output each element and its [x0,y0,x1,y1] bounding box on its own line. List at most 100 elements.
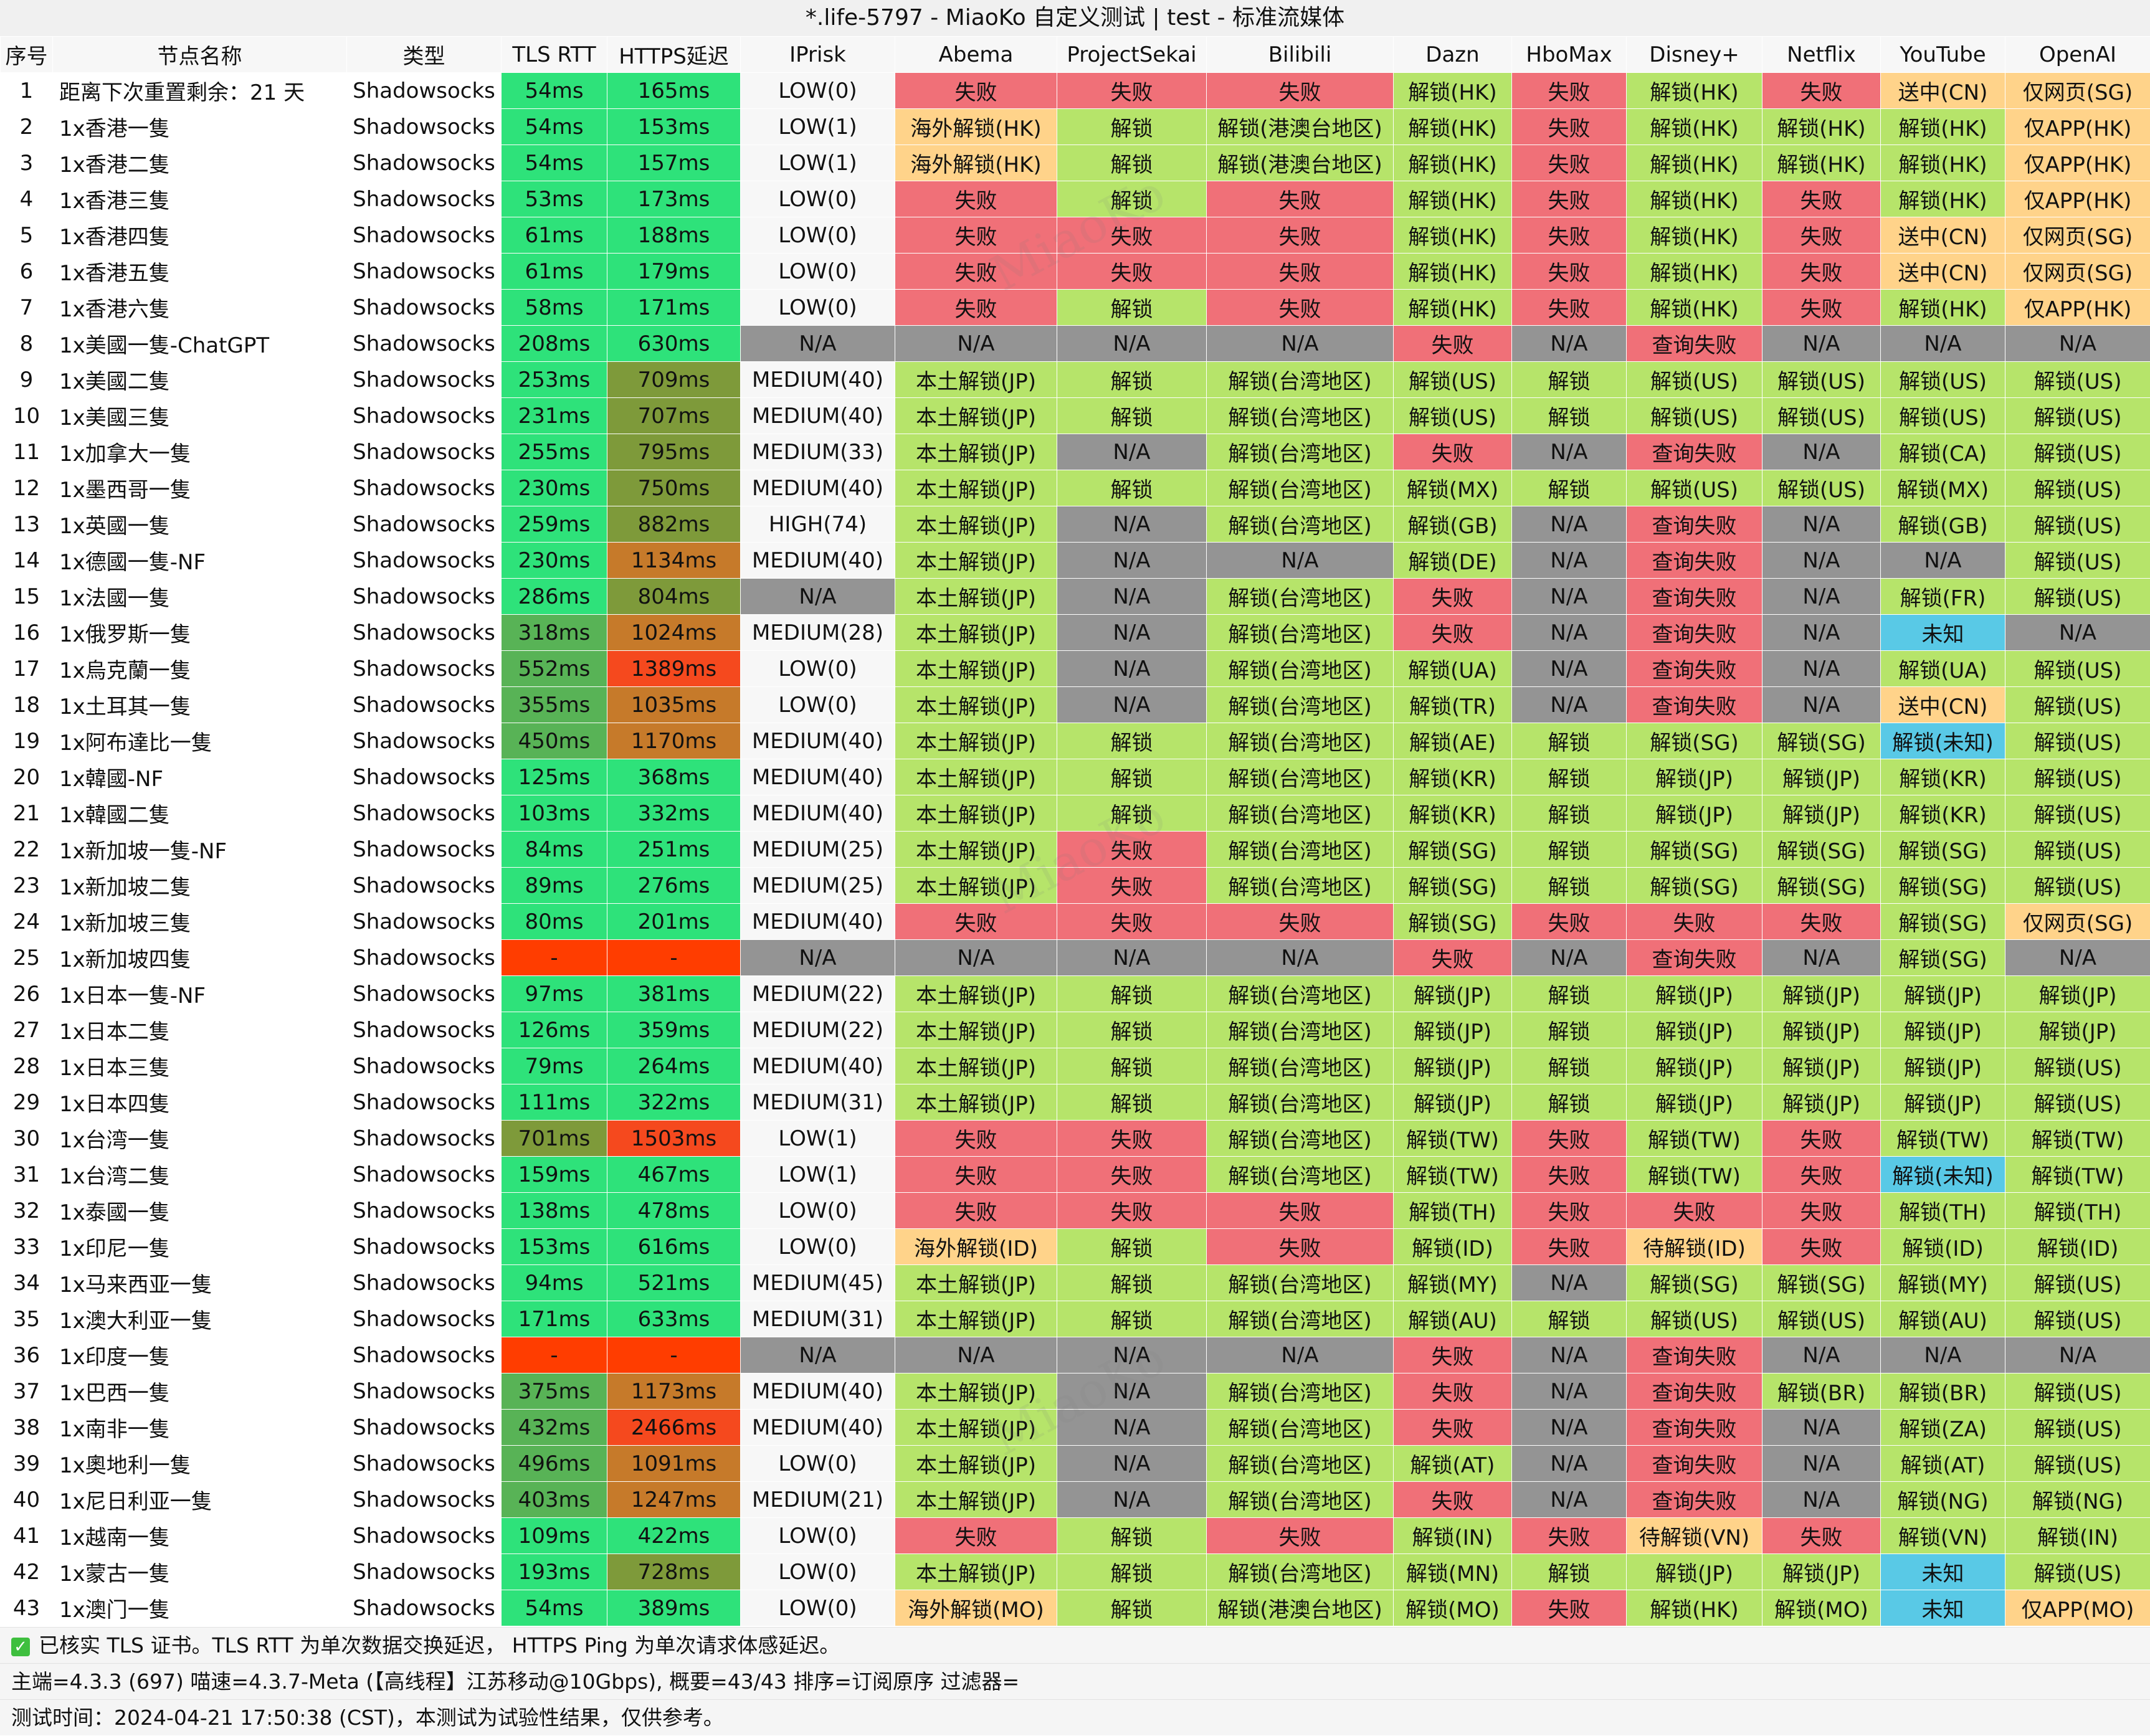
table-cell: 海外解锁(MO) [895,1590,1057,1626]
table-cell: 解锁(AU) [1881,1301,2005,1337]
table-cell: LOW(0) [741,1229,895,1265]
column-header[interactable]: Abema [895,37,1057,73]
table-cell: 本土解锁(JP) [895,1265,1057,1301]
table-cell: 失败 [1207,1518,1394,1554]
table-cell: 解锁(JP) [1762,795,1881,832]
table-cell: N/A [741,579,895,615]
table-cell: 失败 [1762,254,1881,290]
table-cell: 1x台湾一隻 [53,1121,347,1157]
table-cell: 286ms [502,579,607,615]
table-cell: Shadowsocks [347,940,502,976]
table-cell: 1x英國一隻 [53,506,347,543]
table-cell: N/A [1762,506,1881,543]
column-header[interactable]: IPrisk [741,37,895,73]
table-cell: 解锁(SG) [1762,723,1881,759]
table-cell: 解锁(US) [1762,1301,1881,1337]
column-header[interactable]: OpenAI [2005,37,2150,73]
table-cell: 解锁(US) [2005,795,2150,832]
column-header[interactable]: Disney+ [1627,37,1762,73]
column-header[interactable]: HboMax [1512,37,1627,73]
table-cell: 630ms [607,326,741,362]
table-cell: 解锁(US) [1762,398,1881,434]
table-cell: 3 [1,145,53,181]
table-cell: 失败 [1512,1157,1627,1193]
column-header[interactable]: Dazn [1394,37,1512,73]
column-header[interactable]: ProjectSekai [1057,37,1207,73]
table-cell: 解锁(KR) [1881,795,2005,832]
column-header[interactable]: YouTube [1881,37,2005,73]
column-header[interactable]: HTTPS延迟 [607,37,741,73]
column-header[interactable]: 节点名称 [53,37,347,73]
table-cell: 8 [1,326,53,362]
table-cell: LOW(1) [741,145,895,181]
column-header[interactable]: 类型 [347,37,502,73]
table-cell: N/A [1057,1482,1207,1518]
column-header[interactable]: Bilibili [1207,37,1394,73]
table-cell: MEDIUM(31) [741,1301,895,1337]
table-cell: 264ms [607,1048,741,1084]
table-cell: 43 [1,1590,53,1626]
table-cell: 450ms [502,723,607,759]
table-cell: 1x日本三隻 [53,1048,347,1084]
table-cell: 解锁(SG) [1394,904,1512,940]
table-cell: 解锁(港澳台地区) [1207,109,1394,145]
table-cell: 1x新加坡一隻-NF [53,832,347,868]
table-cell: 1x台湾二隻 [53,1157,347,1193]
table-cell: N/A [1762,651,1881,687]
table-cell: 253ms [502,362,607,398]
column-header[interactable]: 序号 [1,37,53,73]
table-cell: 解锁(US) [2005,868,2150,904]
table-cell: 201ms [607,904,741,940]
column-header[interactable]: TLS RTT [502,37,607,73]
column-header[interactable]: Netflix [1762,37,1881,73]
table-cell: 失败 [1512,1121,1627,1157]
table-cell: LOW(1) [741,109,895,145]
table-cell: 解锁(US) [2005,362,2150,398]
table-cell: 解锁(台湾地区) [1207,579,1394,615]
table-cell: Shadowsocks [347,181,502,217]
